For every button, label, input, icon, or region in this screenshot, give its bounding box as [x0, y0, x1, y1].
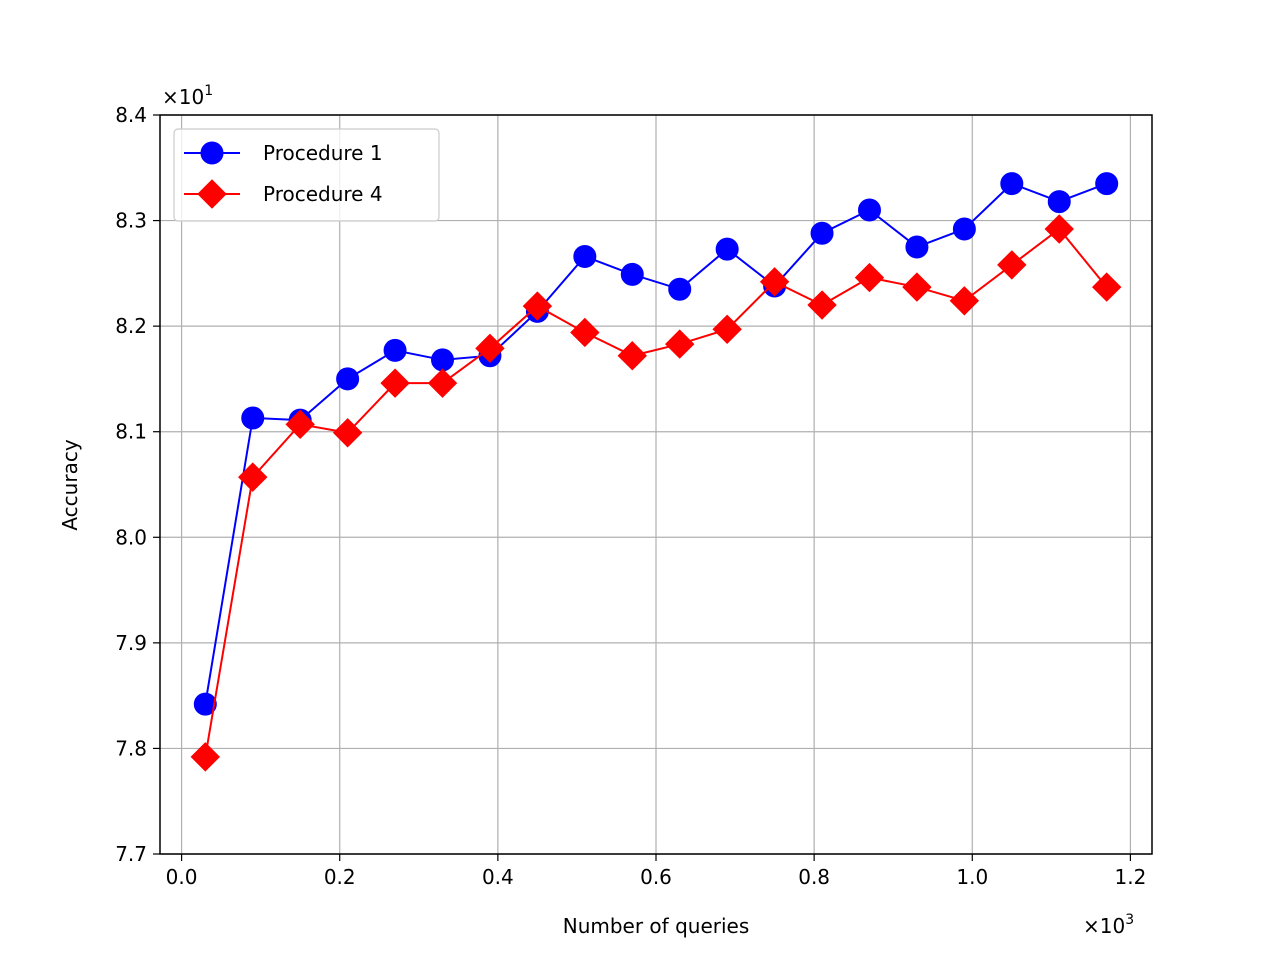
- series-2-point: [570, 317, 600, 348]
- x-tick-label: 0.4: [482, 865, 514, 889]
- series-2-point: [522, 291, 553, 321]
- legend-item-1: Procedure 1: [184, 141, 383, 165]
- series-2-point: [854, 262, 885, 293]
- series-1-point: [857, 198, 881, 222]
- series-1-point: [573, 244, 597, 268]
- legend-item-2: Procedure 4: [184, 179, 383, 209]
- series-2-point: [427, 368, 458, 398]
- series-2-point: [902, 272, 932, 302]
- series-1-point: [1095, 172, 1119, 196]
- x-tick-label: 1.2: [1115, 865, 1147, 889]
- series-2-point: [759, 267, 790, 297]
- series-2-point: [949, 286, 980, 316]
- series-1-point: [905, 235, 929, 259]
- series-layer: [190, 172, 1122, 772]
- series-1-point: [336, 367, 360, 391]
- x-offset-label: ×103: [1083, 912, 1134, 938]
- series-1-point: [1000, 172, 1024, 196]
- legend-label: Procedure 1: [263, 141, 383, 165]
- series-2-point: [332, 418, 363, 448]
- legend-items: Procedure 1 Procedure 4: [184, 141, 383, 209]
- y-tick-label: 8.3: [115, 209, 147, 233]
- x-tick-label: 0.0: [166, 865, 198, 889]
- series-1-point: [620, 262, 644, 286]
- y-axis-label: Accuracy: [58, 439, 82, 530]
- series-2: [190, 214, 1122, 772]
- legend-box: [173, 128, 440, 222]
- series-1-point: [715, 237, 739, 261]
- ticks: 0.0 0.2 0.4 0.6 0.8 1.0 1.2 7.7 7.8 7.9 8.0 8.1 8.2 8…: [115, 103, 1146, 889]
- series-2-point: [190, 742, 221, 772]
- diamond-marker-icon: [197, 179, 227, 209]
- series-2-point: [285, 409, 315, 440]
- series-1-point: [193, 692, 217, 716]
- y-offset-base: ×10: [162, 85, 204, 109]
- series-2-point: [1091, 272, 1122, 302]
- x-offset-base: ×10: [1083, 914, 1125, 938]
- x-tick-label: 0.8: [798, 865, 830, 889]
- series-1-point: [431, 348, 455, 372]
- y-offset-label: ×101: [162, 83, 213, 109]
- y-tick-label: 7.8: [115, 736, 147, 760]
- series-1-point: [952, 217, 976, 241]
- x-tick-label: 0.2: [324, 865, 356, 889]
- legend-label: Procedure 4: [263, 182, 383, 206]
- y-tick-label: 8.2: [115, 314, 147, 338]
- y-tick-label: 7.7: [115, 842, 147, 866]
- x-tick-label: 1.0: [956, 865, 988, 889]
- circle-marker-icon: [200, 141, 224, 165]
- series-2-point: [380, 368, 410, 398]
- series-1-point: [1047, 190, 1071, 214]
- series-1-point: [383, 338, 407, 362]
- series-2-point: [475, 333, 505, 364]
- series-2-point: [712, 314, 742, 345]
- series-1-point: [241, 406, 265, 430]
- series-1-point: [668, 277, 692, 301]
- y-tick-label: 8.0: [115, 525, 147, 549]
- y-tick-label: 8.4: [115, 103, 147, 127]
- series-2-point: [238, 462, 268, 492]
- x-offset-exponent: 3: [1125, 912, 1134, 928]
- series-2-point: [997, 250, 1027, 280]
- series-2-point: [1044, 214, 1074, 244]
- y-tick-label: 7.9: [115, 631, 147, 655]
- series-2-point: [617, 340, 647, 371]
- series-1-point: [810, 221, 834, 245]
- series-2-point: [665, 329, 695, 359]
- series-2-point: [807, 290, 837, 320]
- x-axis-label: Number of queries: [563, 914, 750, 938]
- x-tick-label: 0.6: [640, 865, 672, 889]
- legend: Procedure 1 Procedure 4: [173, 128, 440, 222]
- y-tick-label: 8.1: [115, 420, 147, 444]
- y-offset-exponent: 1: [204, 83, 213, 99]
